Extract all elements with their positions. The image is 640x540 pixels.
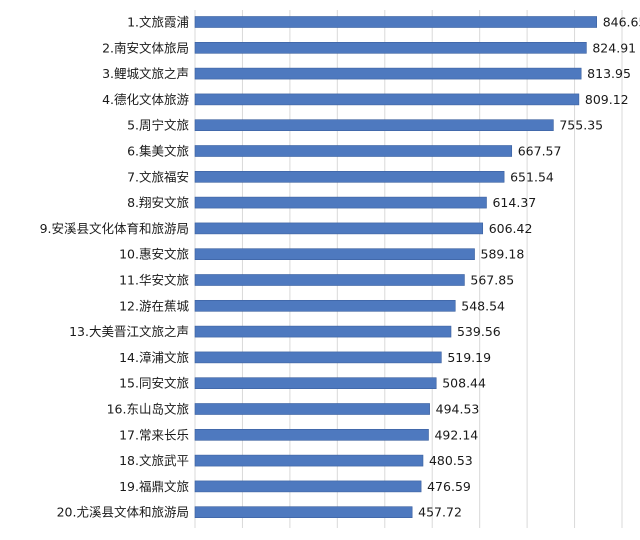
category-label: 5.周宁文旅 [127, 118, 189, 133]
data-label: 809.12 [585, 92, 629, 107]
category-label: 13.大美晋江文旅之声 [69, 324, 189, 339]
category-label: 12.游在蕉城 [119, 298, 189, 313]
bar [194, 41, 587, 54]
bar [194, 119, 554, 131]
bar [194, 325, 452, 338]
bar [194, 403, 430, 415]
bar [194, 454, 424, 467]
bar [194, 248, 475, 260]
bar [194, 299, 456, 312]
data-label: 539.56 [457, 324, 501, 339]
category-label: 19.福鼎文旅 [119, 479, 189, 494]
data-label: 519.19 [447, 350, 491, 365]
data-label: 476.59 [427, 479, 471, 494]
data-label: 492.14 [434, 427, 478, 442]
bar [194, 480, 422, 493]
data-label: 667.57 [518, 144, 562, 159]
bar [194, 145, 513, 157]
bar [194, 222, 484, 235]
category-label: 3.鲤城文旅之声 [102, 66, 189, 81]
data-label: 508.44 [442, 376, 486, 391]
bar [194, 93, 580, 106]
category-label: 15.同安文旅 [119, 376, 189, 391]
category-label: 8.翔安文旅 [127, 195, 189, 210]
bar [194, 16, 597, 28]
bar [194, 274, 465, 286]
category-label: 2.南安文体旅局 [102, 40, 189, 55]
category-labels: 1.文旅霞浦 2.南安文体旅局 3.鲤城文旅之声 4.德化文体旅游 5.周宁文旅 6.集美… [40, 15, 190, 520]
data-label: 606.42 [489, 221, 533, 236]
value-labels: 846.65 824.91 813.95 809.12 755.35 667.57 651.… [418, 15, 640, 520]
data-label: 494.53 [436, 402, 480, 417]
category-label: 1.文旅霞浦 [127, 15, 189, 30]
bars [194, 16, 597, 519]
bar [194, 351, 442, 364]
category-label: 7.文旅福安 [127, 169, 189, 184]
category-label: 16.东山岛文旅 [107, 402, 189, 417]
category-label: 20.尤溪县文体和旅游局 [57, 505, 189, 520]
data-label: 589.18 [481, 247, 525, 262]
category-label: 6.集美文旅 [127, 144, 189, 159]
bar [194, 506, 413, 519]
data-label: 813.95 [587, 66, 631, 81]
category-label: 11.华安文旅 [119, 273, 189, 288]
data-label: 480.53 [429, 453, 473, 468]
bar [194, 196, 487, 209]
gridlines [194, 10, 623, 528]
bar [194, 377, 437, 390]
data-label: 457.72 [418, 505, 462, 520]
category-label: 10.惠安文旅 [119, 247, 189, 262]
data-label: 651.54 [510, 169, 554, 184]
bar [194, 428, 429, 441]
data-label: 614.37 [492, 195, 536, 210]
bar [194, 67, 582, 80]
data-label: 846.65 [603, 15, 640, 30]
category-label: 4.德化文体旅游 [102, 92, 189, 107]
category-label: 17.常来长乐 [119, 427, 189, 442]
data-label: 755.35 [559, 118, 603, 133]
data-label: 567.85 [470, 273, 514, 288]
category-label: 9.安溪县文化体育和旅游局 [40, 221, 189, 236]
data-label: 824.91 [592, 40, 636, 55]
category-label: 18.文旅武平 [119, 453, 189, 468]
bar [194, 171, 505, 183]
category-label: 14.漳浦文旅 [119, 350, 189, 365]
data-label: 548.54 [461, 298, 505, 313]
